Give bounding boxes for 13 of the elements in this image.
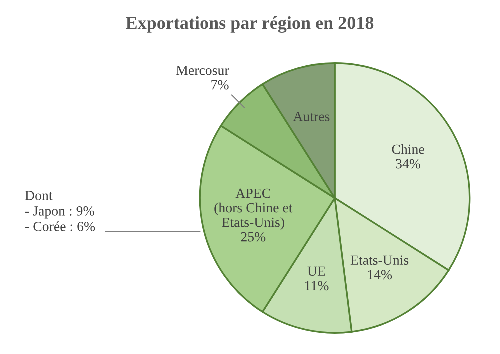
slice-label: Etats-Unis xyxy=(350,256,409,266)
slice-label: UE xyxy=(308,266,326,276)
data-label: 14% xyxy=(368,270,392,280)
slice-label: APEC (hors Chine et Etats-Unis) xyxy=(214,188,293,230)
slice-label: Chine xyxy=(392,144,424,154)
data-label: 25% xyxy=(241,232,266,242)
slice-label: Autres xyxy=(293,112,330,122)
data-label: 11% xyxy=(306,281,329,291)
text: Dont - Japon : 9% - Corée : 6% xyxy=(25,191,96,232)
slice-label: Mercosur xyxy=(176,66,230,76)
data-label: 34% xyxy=(396,159,421,169)
data-label: 7% xyxy=(212,80,229,90)
chart-title: Exportations par région en 2018 xyxy=(126,16,374,34)
